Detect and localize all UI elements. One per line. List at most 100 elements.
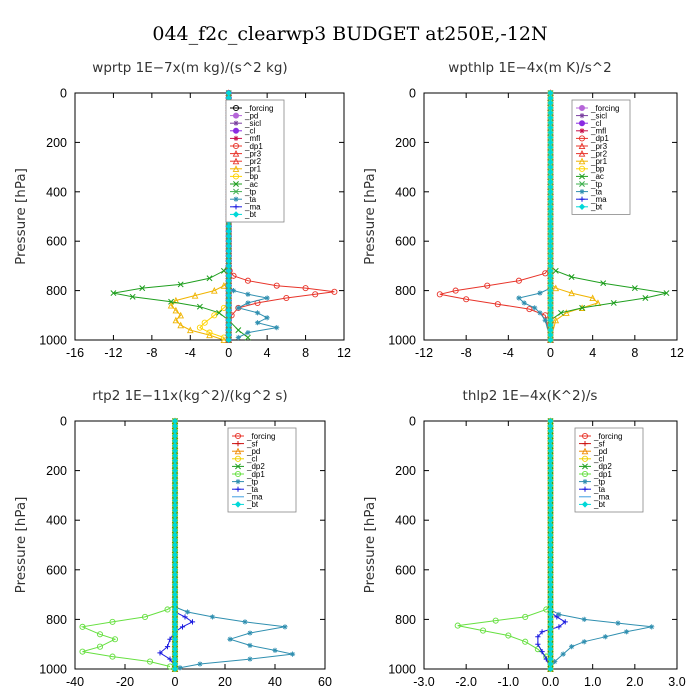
legend-marker xyxy=(579,128,585,134)
data-point xyxy=(560,651,566,657)
x-tick-label: 40 xyxy=(268,675,282,689)
data-point xyxy=(610,299,617,306)
legend-marker xyxy=(582,486,588,492)
data-point xyxy=(167,636,173,642)
data-point xyxy=(454,622,461,629)
data-point xyxy=(177,665,183,671)
legend-marker xyxy=(581,470,589,478)
legend-marker xyxy=(578,203,586,210)
series-line xyxy=(174,421,293,669)
y-tick-label: 1000 xyxy=(388,334,416,348)
data-point xyxy=(177,281,184,288)
y-tick-label: 400 xyxy=(46,514,67,528)
data-point xyxy=(589,294,596,302)
legend-label: _forcing xyxy=(593,432,622,441)
legend-label: _dp2 xyxy=(593,462,612,471)
legend-item: _forcing xyxy=(230,104,273,113)
legend-marker xyxy=(578,165,586,172)
x-tick-label: 12 xyxy=(670,346,684,360)
legend-marker xyxy=(232,149,240,157)
legend-label: _pr1 xyxy=(590,157,608,166)
series-line xyxy=(457,421,551,670)
legend: _forcing_sf_pd_cl_dp2_dp1_tp_ta_ma_bt xyxy=(227,427,297,513)
panel-title: rtp2 1E−11x(kg^2)/(kg^2 s) xyxy=(92,388,287,404)
y-axis-label: Pressure [hPa] xyxy=(362,497,378,594)
legend-item: _mfl xyxy=(230,134,260,143)
legend-label: _pd xyxy=(246,447,260,456)
data-point xyxy=(282,624,288,630)
data-point xyxy=(331,288,338,295)
data-point xyxy=(172,306,180,314)
x-tick-label: 2.0 xyxy=(626,675,643,689)
x-tick-label: 4 xyxy=(589,346,596,360)
data-point xyxy=(177,321,185,329)
data-point xyxy=(191,291,199,299)
data-point xyxy=(562,619,568,625)
data-point xyxy=(562,309,570,316)
legend-item: _pd xyxy=(230,111,258,120)
data-point xyxy=(547,336,554,344)
data-point xyxy=(631,285,638,292)
data-point xyxy=(157,650,163,656)
legend-marker xyxy=(232,173,240,180)
y-tick-label: 0 xyxy=(409,87,416,101)
data-point xyxy=(568,289,575,297)
legend-item: _pd xyxy=(579,447,607,456)
data-point xyxy=(186,326,194,334)
data-point xyxy=(171,665,179,673)
x-tick-label: 4 xyxy=(264,346,271,360)
data-point xyxy=(535,641,541,647)
data-point xyxy=(96,643,104,650)
legend-label: _pr2 xyxy=(590,149,608,158)
x-tick-label: -4 xyxy=(503,346,514,360)
y-tick-label: 800 xyxy=(395,284,416,298)
x-tick-label: -4 xyxy=(185,346,196,360)
legend-item: _pr2 xyxy=(230,157,262,166)
data-point xyxy=(289,651,296,657)
legend-marker xyxy=(581,432,589,440)
legend-item: _pr1 xyxy=(230,165,262,174)
legend-item: _pr3 xyxy=(230,149,262,158)
data-point xyxy=(273,282,280,289)
y-tick-label: 600 xyxy=(395,235,416,249)
data-point xyxy=(542,317,548,323)
data-point xyxy=(196,324,203,331)
series-bt xyxy=(547,89,554,344)
data-point xyxy=(206,329,213,336)
data-point xyxy=(220,267,227,274)
legend-label: _pr2 xyxy=(244,157,262,166)
legend-item: _cl xyxy=(232,455,257,464)
data-point xyxy=(558,309,564,316)
data-point xyxy=(235,305,241,311)
data-point xyxy=(554,614,560,620)
legend-label: _sicl xyxy=(244,119,261,128)
data-point xyxy=(552,658,558,665)
x-tick-label: -2.0 xyxy=(455,675,477,689)
series-dp1 xyxy=(79,421,179,670)
legend-item: _bp xyxy=(230,172,259,181)
legend-marker xyxy=(234,470,242,478)
legend-label: _cl xyxy=(590,119,601,128)
x-tick-label: 0 xyxy=(225,346,232,360)
legend-item: _dp2 xyxy=(579,462,612,471)
legend-item: _ac xyxy=(230,180,258,189)
legend-item: _bt xyxy=(579,500,606,509)
legend-item: _sf xyxy=(232,439,258,448)
y-tick-label: 600 xyxy=(395,563,416,577)
legend-marker xyxy=(579,113,585,119)
data-point xyxy=(110,290,117,297)
data-point xyxy=(522,638,529,645)
legend-label: _bt xyxy=(246,500,259,509)
data-point xyxy=(600,280,607,287)
data-point xyxy=(245,329,251,336)
data-point xyxy=(492,617,499,624)
legend-marker xyxy=(579,105,586,112)
y-tick-label: 800 xyxy=(395,613,416,627)
data-point xyxy=(602,634,608,640)
data-point xyxy=(552,316,560,324)
legend-label: _ac xyxy=(590,172,604,181)
data-point xyxy=(141,613,149,620)
data-point xyxy=(184,609,191,615)
legend-label: _ma xyxy=(244,203,261,212)
data-point xyxy=(526,306,533,313)
